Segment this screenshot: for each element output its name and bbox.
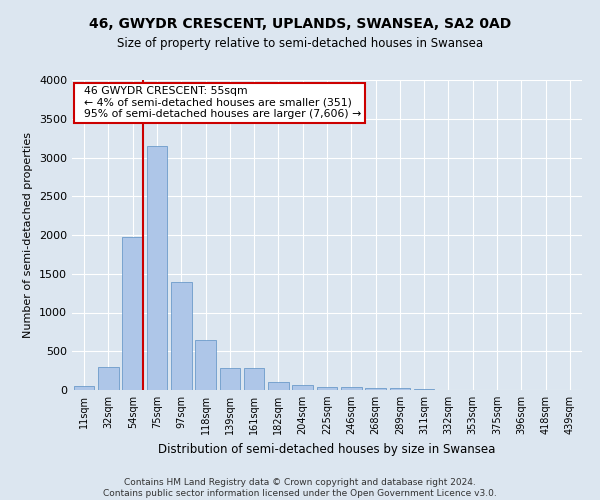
Bar bbox=[146, 146, 167, 390]
Bar bbox=[98, 367, 119, 390]
Bar bbox=[220, 368, 240, 390]
Text: Size of property relative to semi-detached houses in Swansea: Size of property relative to semi-detach… bbox=[117, 38, 483, 51]
Bar bbox=[74, 386, 94, 390]
Bar bbox=[341, 388, 362, 390]
Y-axis label: Number of semi-detached properties: Number of semi-detached properties bbox=[23, 132, 34, 338]
Bar bbox=[365, 388, 386, 390]
Bar bbox=[317, 386, 337, 390]
X-axis label: Distribution of semi-detached houses by size in Swansea: Distribution of semi-detached houses by … bbox=[158, 442, 496, 456]
Bar bbox=[414, 389, 434, 390]
Text: Contains HM Land Registry data © Crown copyright and database right 2024.
Contai: Contains HM Land Registry data © Crown c… bbox=[103, 478, 497, 498]
Bar bbox=[389, 388, 410, 390]
Bar bbox=[244, 368, 265, 390]
Bar bbox=[171, 282, 191, 390]
Bar bbox=[122, 236, 143, 390]
Bar bbox=[195, 340, 216, 390]
Text: 46 GWYDR CRESCENT: 55sqm
  ← 4% of semi-detached houses are smaller (351)
  95% : 46 GWYDR CRESCENT: 55sqm ← 4% of semi-de… bbox=[77, 86, 361, 120]
Bar bbox=[292, 385, 313, 390]
Bar bbox=[268, 382, 289, 390]
Text: 46, GWYDR CRESCENT, UPLANDS, SWANSEA, SA2 0AD: 46, GWYDR CRESCENT, UPLANDS, SWANSEA, SA… bbox=[89, 18, 511, 32]
